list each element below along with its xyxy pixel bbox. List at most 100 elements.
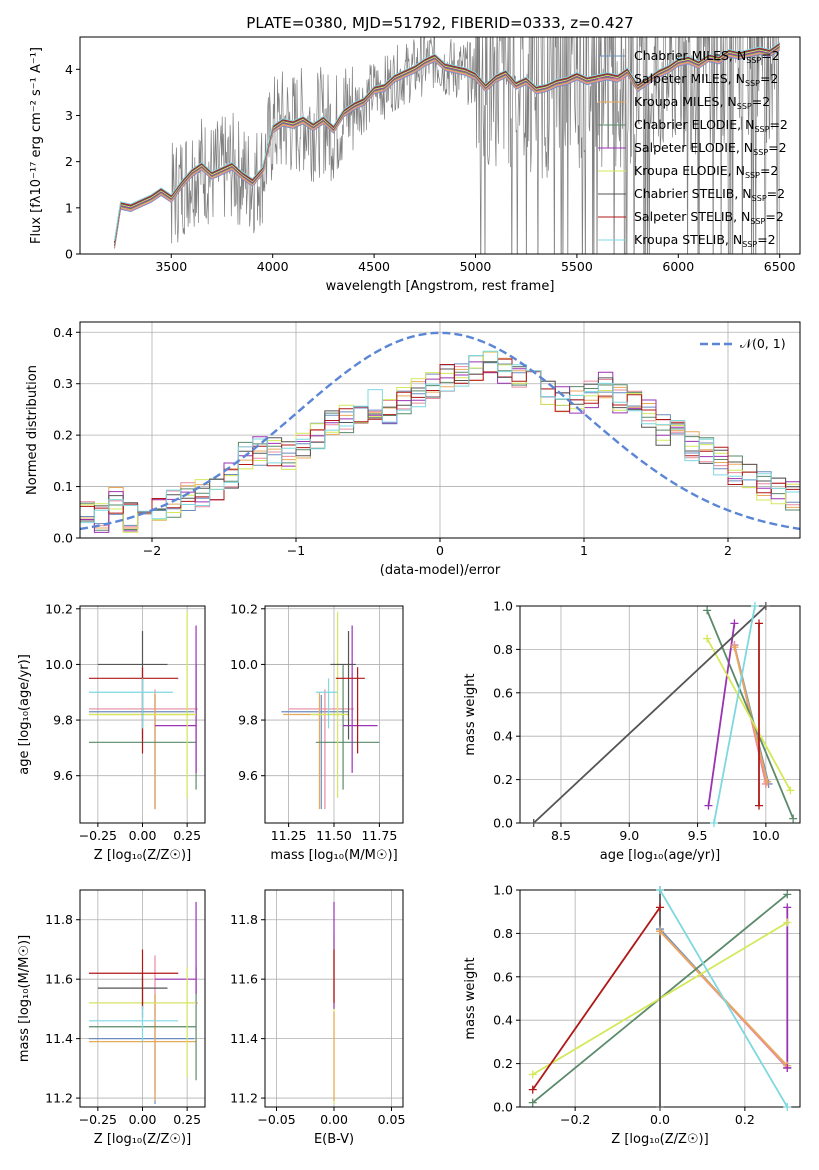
legend-value: =2: [765, 209, 783, 224]
weight-marker: [783, 918, 792, 927]
y-axis-label: Flux [fλ10⁻¹⁷ erg cm⁻² s⁻¹ A⁻¹]: [29, 47, 44, 244]
y-tick-label: 0.0: [493, 1100, 513, 1115]
y-tick-label: 11.4: [230, 1031, 258, 1046]
y-tick-label: 0.8: [493, 926, 513, 941]
x-tick-label: 9.0: [619, 828, 639, 843]
weight-marker: [750, 602, 759, 610]
x-tick-label: 10.0: [752, 828, 780, 843]
weight-line: [713, 606, 756, 823]
legend-entry: Salpeter STELIB, NSSP=2: [634, 209, 784, 226]
model-line: [114, 48, 780, 248]
plot-area: [88, 611, 198, 810]
x-tick-label: 6000: [662, 259, 694, 274]
y-tick-label: 0.0: [493, 816, 513, 831]
y-tick-label: 10.0: [230, 657, 258, 672]
weight-marker: [528, 1085, 537, 1094]
model-line: [114, 46, 780, 246]
legend-value: =2: [757, 232, 775, 247]
y-tick-label: 0.4: [493, 1013, 513, 1028]
y-tick-label: 9.8: [238, 713, 258, 728]
weight-marker: [709, 819, 718, 827]
panel-mass_vs_EBV: −0.05 0.00 0.05 11.2 11.4 11.6 11.8 E(B-V): [230, 889, 405, 1147]
x-tick-label: 4000: [257, 259, 289, 274]
x-tick-label: 5000: [460, 259, 492, 274]
weight-marker: [529, 819, 538, 827]
y-tick-label: 11.4: [45, 1031, 73, 1046]
panel-age_vs_mass: 11.25 11.50 11.75 9.6 9.8 10.0 10.2 mass [log₁₀…: [230, 601, 404, 863]
x-tick-label: 11.25: [271, 828, 307, 843]
panel-mass_vs_Z: −0.25 0.00 0.25 11.2 11.4 11.6 11.8 Z [log₁₀(Z/…: [17, 889, 206, 1147]
weight-line: [707, 623, 736, 806]
x-axis-label: mass [log₁₀(M/M☉)]: [270, 848, 397, 863]
legend-subscript: SSP: [750, 217, 765, 226]
y-tick-label: 1: [65, 200, 73, 215]
x-tick-label: 0: [436, 543, 444, 558]
weight-marker: [528, 1070, 537, 1079]
x-tick-label: −0.2: [560, 1112, 590, 1127]
weight-marker: [755, 619, 764, 628]
y-tick-label: 4: [65, 62, 73, 77]
y-tick-label: 0.6: [493, 969, 513, 984]
weight-marker: [783, 903, 792, 912]
x-tick-label: 9.5: [688, 828, 708, 843]
x-tick-label: −0.25: [79, 1112, 117, 1127]
weight-marker: [703, 634, 712, 643]
weight-line: [706, 609, 795, 820]
weight-line: [659, 890, 789, 1107]
x-tick-label: −0.25: [79, 828, 117, 843]
y-tick-label: 11.6: [230, 972, 258, 987]
x-tick-label: 0.00: [129, 1112, 157, 1127]
histogram-step: [80, 350, 800, 524]
x-tick-label: 4500: [358, 259, 390, 274]
y-axis-label: mass weight: [463, 957, 478, 1039]
legend-subscript: SSP: [742, 240, 757, 249]
weight-marker: [730, 643, 739, 652]
x-tick-label: 2: [724, 543, 732, 558]
legend-entry: Salpeter MILES, NSSP=2: [634, 71, 778, 88]
legend-entry: Kroupa ELODIE, NSSP=2: [634, 163, 778, 180]
x-axis-label: age [log₁₀(age/yr)]: [600, 848, 721, 863]
y-tick-label: 2: [65, 154, 73, 169]
weight-line: [531, 906, 661, 1091]
model-line: [114, 49, 780, 249]
plot-area: [80, 331, 800, 533]
panel-weight_vs_age: 8.5 9.0 9.5 10.0 0.0 0.2 0.4 0.6 0.8 1.0 age [log₁…: [463, 599, 801, 863]
y-tick-label: 1.0: [493, 883, 513, 898]
weight-marker: [783, 890, 792, 899]
weight-marker: [656, 927, 664, 936]
weight-marker: [786, 786, 795, 795]
weight-marker: [703, 606, 712, 615]
y-axis-label: age [log₁₀(age/yr)]: [17, 654, 32, 775]
y-axis-label: mass [log₁₀(M/M☉)]: [17, 935, 32, 1062]
y-tick-label: 0.6: [493, 685, 513, 700]
x-tick-label: −1: [287, 543, 305, 558]
weight-marker: [783, 1103, 792, 1111]
legend-value: =2: [767, 186, 785, 201]
y-tick-label: 0.8: [493, 642, 513, 657]
x-tick-label: 0.25: [173, 828, 201, 843]
y-tick-label: 11.6: [45, 972, 73, 987]
y-tick-label: 11.2: [230, 1091, 258, 1106]
x-tick-label: 11.75: [361, 828, 397, 843]
y-tick-label: 10.2: [230, 601, 258, 616]
weight-marker: [763, 777, 772, 786]
legend-subscript: SSP: [737, 102, 752, 111]
x-axis-label: E(B-V): [314, 1132, 354, 1147]
plot-area: [114, 37, 780, 254]
y-tick-label: 0.2: [53, 428, 73, 443]
y-tick-label: 10.0: [45, 657, 73, 672]
panel-residuals: −2 −1 0 1 2 0.0 0.1 0.2 0.3 0.4 (data-model)/error…: [25, 321, 801, 578]
legend-entry: Chabrier ELODIE, NSSP=2: [634, 117, 788, 134]
model-line: [114, 42, 780, 242]
weight-marker: [656, 1103, 664, 1111]
y-tick-label: 9.6: [53, 768, 73, 783]
model-line: [114, 43, 780, 243]
y-tick-label: 0.4: [493, 729, 513, 744]
y-tick-label: 0.4: [53, 325, 73, 340]
weight-marker: [656, 886, 664, 894]
x-tick-label: −0.05: [257, 1112, 295, 1127]
legend-subscript: SSP: [745, 171, 760, 180]
x-tick-label: 8.5: [551, 828, 571, 843]
legend-entry: Chabrier MILES, NSSP=2: [634, 48, 780, 65]
x-tick-label: 1: [580, 543, 588, 558]
